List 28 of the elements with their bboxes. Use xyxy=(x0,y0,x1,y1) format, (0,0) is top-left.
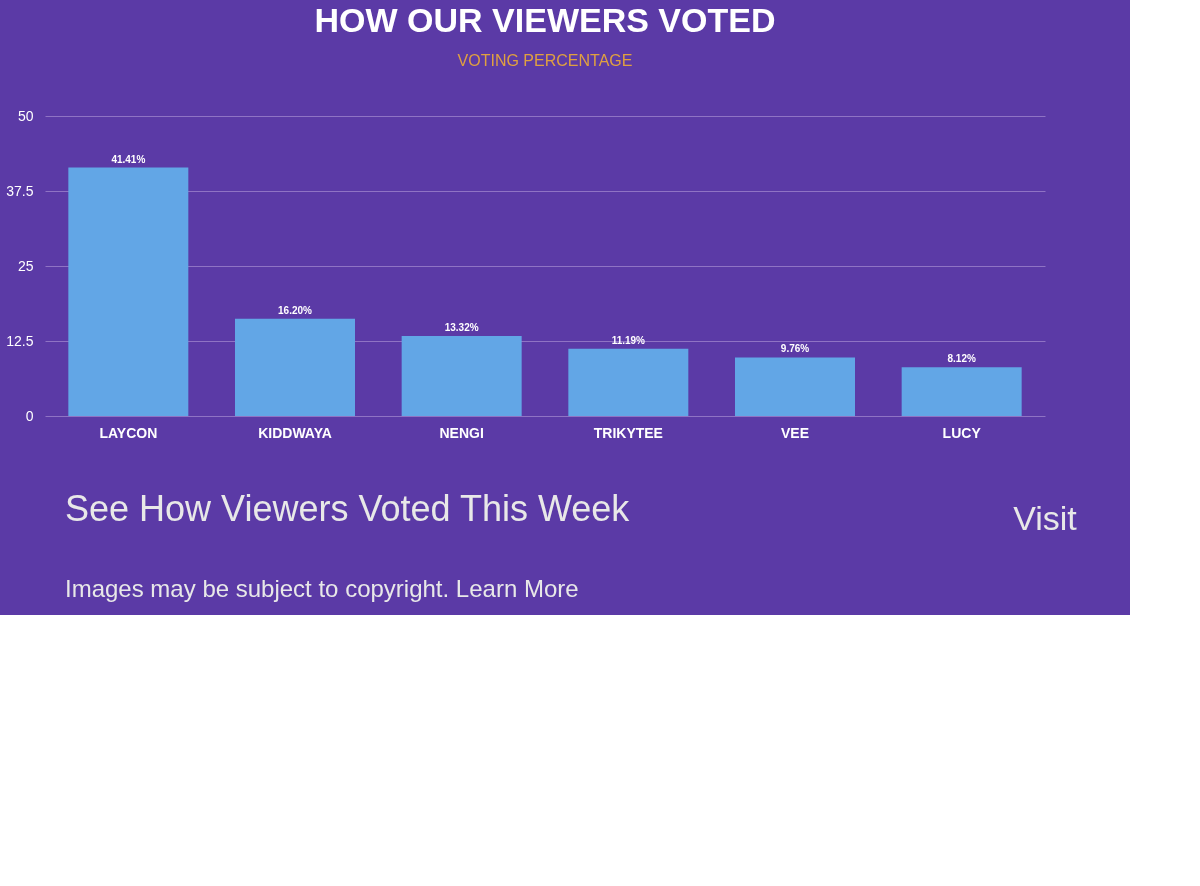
y-tick-label: 0 xyxy=(25,407,34,424)
y-tick-label: 50 xyxy=(17,107,34,124)
x-tick-label: LUCY xyxy=(942,424,982,441)
data-label: 9.76% xyxy=(780,343,810,355)
x-tick-label: LAYCON xyxy=(99,424,158,441)
bar xyxy=(735,357,855,416)
x-tick-label: VEE xyxy=(780,424,810,441)
text: Images may be subject to copyright. Learn More xyxy=(65,575,579,602)
data-label: 11.19% xyxy=(611,334,646,346)
bar xyxy=(901,367,1022,416)
chart-title: HOW OUR VIEWERS VOTED xyxy=(314,1,776,39)
data-label: 16.20% xyxy=(278,304,313,316)
data-label: 41.41% xyxy=(111,153,146,165)
chart-subtitle: VOTING PERCENTAGE xyxy=(457,52,633,69)
bar xyxy=(401,336,522,416)
y-tick-label: 37.5 xyxy=(6,182,34,199)
text: See How Viewers Voted This Week xyxy=(65,488,631,529)
x-tick-label: NENGI xyxy=(439,424,484,441)
x-tick-label: TRIKYTEE xyxy=(593,424,663,441)
bar xyxy=(568,348,689,416)
bar xyxy=(235,318,355,416)
y-tick-label: 25 xyxy=(17,257,34,274)
x-tick-label: KIDDWAYA xyxy=(258,424,332,441)
bar xyxy=(68,167,189,416)
data-label: 13.32% xyxy=(444,322,479,334)
data-label: 8.12% xyxy=(947,353,976,365)
y-tick-label: 12.5 xyxy=(6,332,34,349)
text: Visit xyxy=(1013,499,1078,537)
